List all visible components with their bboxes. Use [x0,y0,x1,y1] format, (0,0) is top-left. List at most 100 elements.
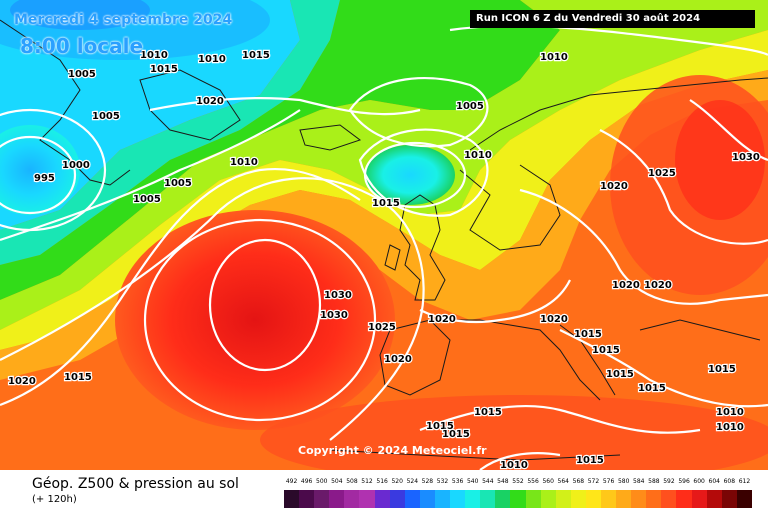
label-1015: 1015 [150,64,178,75]
isobar-1015-south [419,405,701,434]
legend-tick: 564 [557,478,569,485]
legend-swatch [525,490,541,508]
legend-swatch [299,490,315,508]
label-1005: 1005 [92,111,120,122]
label-1020: 1020 [540,314,568,325]
legend-swatch [480,490,496,508]
legend-swatch [540,490,556,508]
legend-tick: 496 [300,478,313,485]
legend-tick: 572 [587,478,600,485]
label-1015: 1015 [606,369,634,380]
label-1025: 1025 [648,168,676,179]
legend-tick: 540 [466,478,479,485]
legend-tick: 536 [451,478,464,485]
isobar-1010-north [149,96,421,116]
legend-swatch [465,490,481,508]
label-1015: 1015 [426,421,454,432]
legend-tick: 560 [542,478,554,485]
isobar-1005-north [348,77,489,148]
label-1015: 1015 [64,372,92,383]
coastlines [0,19,768,461]
pressure-labels: 995 1000 1005 1005 1005 1005 1005 1010 1… [7,49,761,470]
label-1010: 1010 [198,54,226,65]
label-1015: 1015 [574,329,602,340]
legend-swatch [329,490,345,508]
label-1020: 1020 [612,280,640,291]
z500-band-green [0,0,560,300]
z500-low-north [365,145,455,205]
legend-tick: 556 [527,478,539,485]
label-1005: 1005 [68,69,96,80]
label-1010: 1010 [230,157,258,168]
label-1030: 1030 [732,152,760,163]
forecast-map: 995 1000 1005 1005 1005 1005 1005 1010 1… [0,0,768,470]
isobar-995 [0,135,77,215]
legend-tick: 492 [285,478,298,485]
legend-tick: 584 [633,478,645,485]
z500-high-cell [115,210,395,430]
legend-swatch [646,490,662,508]
legend-swatch [721,490,737,508]
legend-swatch [706,490,722,508]
legend-tick: 544 [482,478,494,485]
legend-subtitle: (+ 120h) [32,494,77,505]
legend-swatch [404,490,420,508]
label-995: 995 [34,173,55,184]
legend-tick: 508 [346,478,358,485]
legend-tick: 500 [316,478,328,485]
legend-swatch [585,490,601,508]
legend-swatch [510,490,526,508]
legend-tick: 524 [406,478,419,485]
label-1015: 1015 [576,455,604,466]
label-1020: 1020 [644,280,672,291]
z500-ne-hot [675,100,765,220]
legend-swatch [359,490,375,508]
label-1015: 1015 [372,198,400,209]
label-1015: 1015 [442,429,470,440]
label-1015: 1015 [242,50,270,61]
z500-band-orange [0,70,768,380]
legend-color-scale [284,490,752,508]
legend-tick: 576 [602,478,615,485]
isobar-1005-west [0,109,301,242]
legend-tick: 612 [738,478,751,485]
z500-south-red [260,395,768,470]
forecast-time: 8:00 locale [20,34,144,58]
label-1020: 1020 [384,354,412,365]
label-1015: 1015 [592,345,620,356]
label-1020: 1020 [8,376,36,387]
legend-swatch [314,490,330,508]
isobar-1015-east [559,329,768,408]
legend-swatch [434,490,451,508]
isobar-1025 [143,218,377,422]
isobar-1020-east [519,188,768,305]
legend-tick: 532 [436,478,449,485]
legend-title: Géop. Z500 & pression au sol [32,476,239,492]
label-1010: 1010 [716,407,744,418]
isobar-1015-atlantic [0,168,361,407]
isobar-1030-inner [208,238,322,372]
legend-swatch [631,490,647,508]
z500-band-yellow [0,30,768,350]
isobar-1020-france [419,279,571,324]
legend-swatch [495,490,511,508]
legend-swatch [600,490,617,508]
isobar-1030-east [689,99,768,162]
z500-top-blue [10,0,150,30]
legend-swatch [284,490,300,508]
legend-swatch [736,490,752,508]
legend-swatch [450,490,466,508]
legend-swatch [419,490,435,508]
legend-tick: 528 [421,478,434,485]
label-1025: 1025 [368,322,396,333]
label-1015: 1015 [638,383,666,394]
legend-swatch [691,490,707,508]
legend-tick: 580 [617,478,630,485]
isobar-1010-bottom [479,452,561,470]
legend-tick: 512 [361,478,373,485]
legend-tick: 600 [693,478,705,485]
label-1010: 1010 [500,460,528,470]
label-1000: 1000 [62,160,90,171]
legend-swatch [661,490,677,508]
label-1005: 1005 [164,178,192,189]
